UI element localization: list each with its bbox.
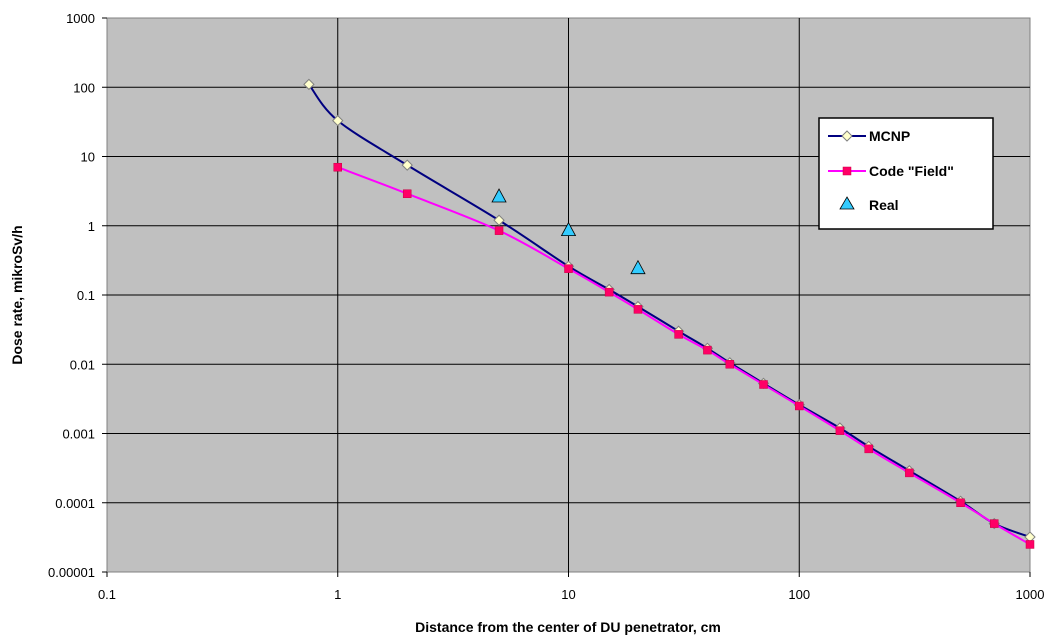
data-point-square [725,360,735,369]
data-point-square [703,345,712,355]
legend-item-real: Real [839,196,899,213]
y-tick-label: 0.001 [62,427,95,442]
data-point-triangle [560,221,577,237]
data-point-square [759,380,768,389]
series-1 [333,162,1035,549]
legend-item-mcnp: MCNP [828,128,910,144]
data-point-diamond [303,78,315,91]
legend-diamond-marker [841,130,853,142]
data-point-square [604,287,614,297]
series-layer [303,78,1036,549]
y-tick-label: 0.0001 [55,496,95,511]
x-tick-label: 1000 [1016,587,1045,602]
y-tick-label: 0.1 [77,288,95,303]
data-point-square [494,226,504,235]
data-point-square [795,401,804,411]
legend-triangle-marker [839,196,855,210]
y-axis-title: Dose rate, mikroSv/h [9,225,25,364]
data-point-triangle [630,259,646,275]
data-point-square [864,444,873,454]
data-point-square [402,189,412,198]
y-tick-label: 100 [73,80,95,95]
data-point-diamond [401,159,413,171]
x-tick-label: 10 [561,587,575,602]
data-point-diamond [332,114,344,127]
data-point-square [674,330,683,339]
legend-square-marker [842,166,852,176]
series-2 [491,188,646,275]
y-axis-ticks: 0.00001 0.0001 0.001 0.01 0.1 1 10 100 1000 [48,11,107,580]
data-point-square [905,468,914,478]
legend-label-mcnp: MCNP [869,128,910,144]
y-tick-label: 1000 [66,11,95,26]
grid-lines [107,18,1030,572]
legend-item-code-field: Code "Field" [828,163,954,179]
x-tick-label: 100 [788,587,810,602]
y-tick-label: 0.01 [70,357,95,372]
data-point-square [1025,540,1035,549]
legend-label-real: Real [869,197,899,213]
data-point-square [956,498,965,507]
y-tick-label: 0.00001 [48,565,95,580]
data-point-square [835,426,845,435]
data-point-diamond [493,214,505,226]
y-tick-label: 1 [88,219,95,234]
data-point-square [990,519,999,528]
y-tick-label: 10 [81,150,95,165]
data-point-triangle [491,188,507,203]
legend-label-code-field: Code "Field" [869,163,954,179]
x-tick-label: 0.1 [98,587,116,602]
legend: MCNP Code "Field" Real [818,117,994,230]
data-point-square [633,305,643,314]
data-point-square [333,162,342,172]
data-point-square [564,264,573,273]
x-axis-title: Distance from the center of DU penetrato… [415,619,721,635]
x-tick-label: 1 [334,587,341,602]
x-axis-ticks: 0.1 1 10 100 1000 [98,572,1045,602]
